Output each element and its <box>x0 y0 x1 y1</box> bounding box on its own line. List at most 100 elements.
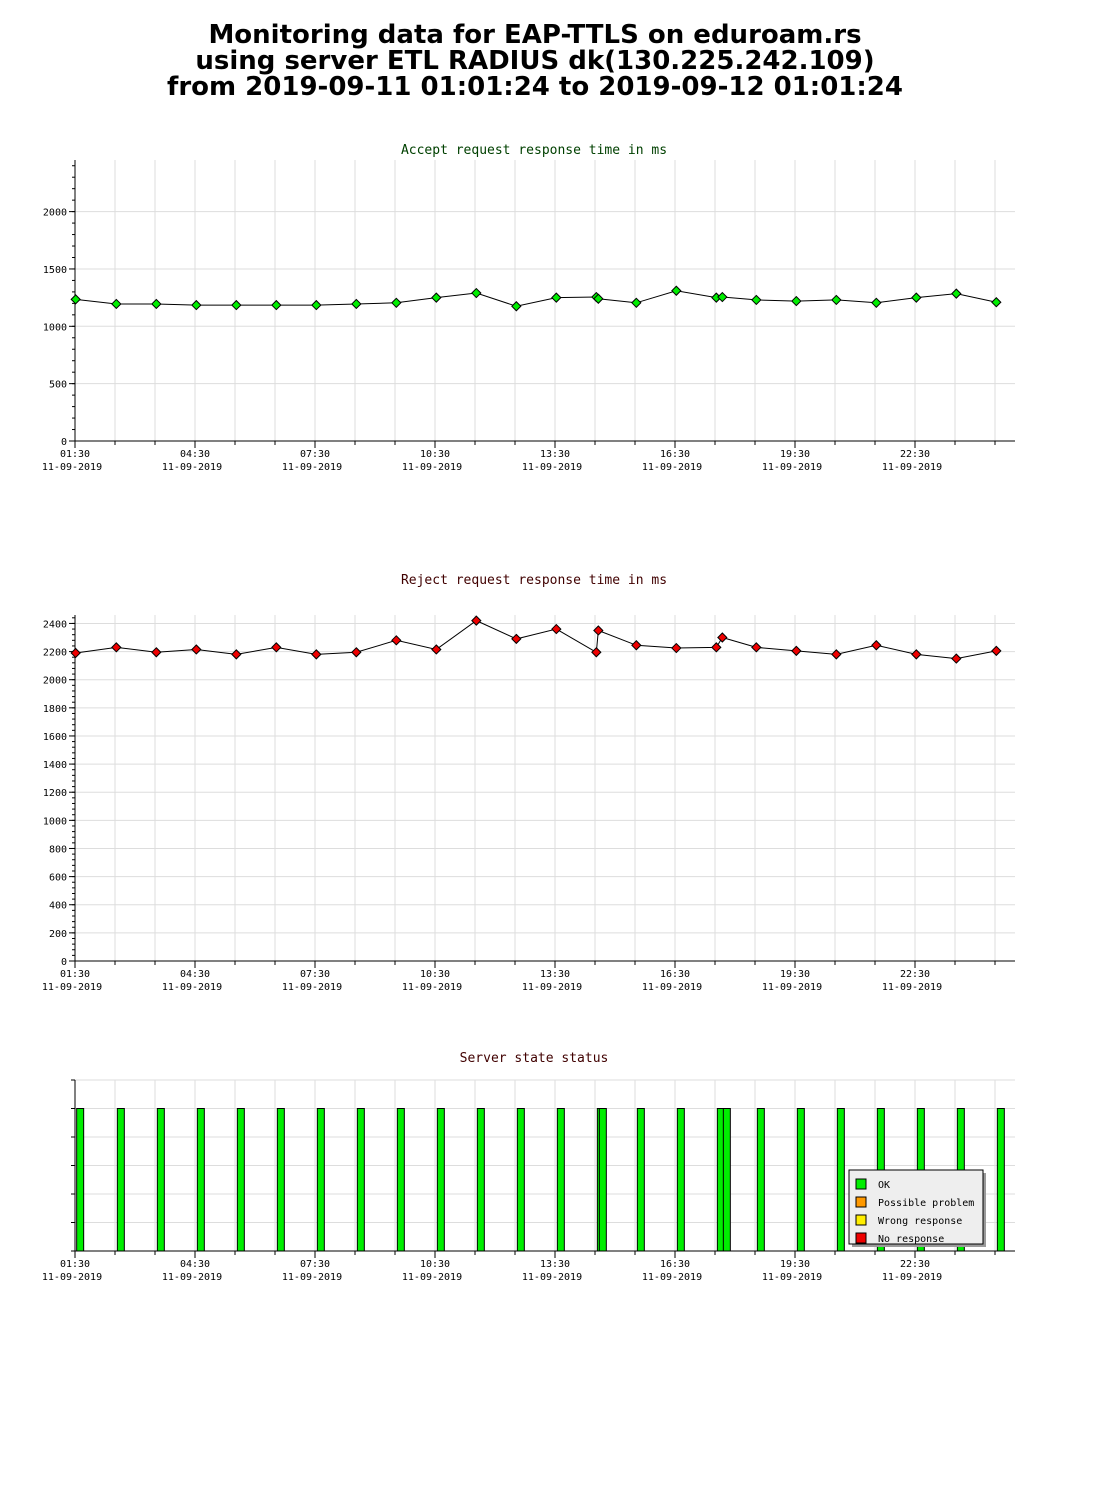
data-point-marker <box>551 623 562 635</box>
status-bar <box>996 1108 1005 1252</box>
data-point-marker <box>431 644 442 655</box>
status-bar <box>836 1108 845 1252</box>
y-tick-label: 1800 <box>43 704 67 715</box>
x-tick-label-date: 11-09-2019 <box>42 1272 102 1283</box>
data-point-marker <box>111 298 122 310</box>
x-tick-label-date: 11-09-2019 <box>882 462 942 473</box>
y-tick-label: 2400 <box>43 619 67 630</box>
x-tick-label-time: 13:30 <box>540 1259 570 1270</box>
legend-label: Possible problem <box>878 1198 974 1209</box>
x-tick-label-date: 11-09-2019 <box>882 1272 942 1283</box>
y-tick-label: 800 <box>49 844 67 855</box>
status-bar <box>516 1108 525 1252</box>
y-tick-label: 200 <box>49 929 67 940</box>
legend-label: Wrong response <box>878 1216 962 1227</box>
status-bar <box>436 1108 445 1252</box>
data-point-marker <box>151 298 162 310</box>
data-point-marker <box>231 649 242 660</box>
data-point-marker <box>351 298 362 310</box>
x-tick-label-date: 11-09-2019 <box>522 982 582 993</box>
x-tick-label-date: 11-09-2019 <box>42 462 102 473</box>
status-bar <box>396 1108 405 1252</box>
status-bar <box>722 1108 731 1252</box>
data-point-marker <box>831 649 842 660</box>
y-tick-label: 2000 <box>43 676 67 687</box>
data-point-marker <box>351 647 362 658</box>
data-point-marker <box>471 615 482 626</box>
status-bar <box>676 1108 685 1252</box>
x-tick-label-time: 07:30 <box>300 969 330 980</box>
x-tick-label-date: 11-09-2019 <box>762 1272 822 1283</box>
y-tick-label: 2000 <box>43 208 67 219</box>
status-bar <box>276 1108 285 1252</box>
legend-label: OK <box>878 1180 890 1191</box>
server-status-chart: Server state status 01:30 11-09-2019 04:30… <box>42 1051 1015 1283</box>
data-point-marker <box>431 292 442 303</box>
y-tick-label: 0 <box>61 437 67 448</box>
x-tick-label-time: 01:30 <box>60 969 90 980</box>
x-tick-label-time: 19:30 <box>780 449 810 460</box>
data-point-marker <box>991 645 1002 657</box>
data-point-marker <box>751 294 762 306</box>
data-point-marker <box>231 299 242 311</box>
y-tick-label: 1000 <box>43 322 67 333</box>
page-title-line-2: using server ETL RADIUS dk(130.225.242.1… <box>195 46 875 76</box>
x-tick-label-time: 01:30 <box>60 449 90 460</box>
x-tick-label-date: 11-09-2019 <box>282 1272 342 1283</box>
y-tick-label: 1400 <box>43 760 67 771</box>
data-point-marker <box>271 642 282 653</box>
page-title: Monitoring data for EAP-TTLS on eduroam.… <box>0 22 1070 100</box>
status-bar <box>756 1108 765 1252</box>
data-point-marker <box>191 299 202 311</box>
x-tick-label-date: 11-09-2019 <box>522 462 582 473</box>
chart-title: Reject request response time in ms <box>401 573 667 588</box>
status-bar <box>796 1108 805 1252</box>
x-tick-label-time: 22:30 <box>900 969 930 980</box>
x-tick-label-time: 22:30 <box>900 1259 930 1270</box>
data-point-marker <box>717 291 728 303</box>
status-bar <box>316 1108 325 1252</box>
data-point-marker <box>951 653 962 664</box>
data-point-marker <box>831 294 842 306</box>
x-tick-label-date: 11-09-2019 <box>882 982 942 993</box>
y-tick-label: 600 <box>49 873 67 884</box>
data-point-marker <box>671 285 682 296</box>
x-tick-label-date: 11-09-2019 <box>642 462 702 473</box>
x-tick-label-date: 11-09-2019 <box>642 982 702 993</box>
x-tick-label-date: 11-09-2019 <box>282 462 342 473</box>
legend-label: No response <box>878 1234 944 1245</box>
data-point-marker <box>631 640 642 651</box>
y-tick-label: 400 <box>49 901 67 912</box>
series-line <box>75 290 997 307</box>
x-tick-label-time: 13:30 <box>540 969 570 980</box>
legend-swatch <box>855 1196 867 1208</box>
data-point-marker <box>751 642 762 653</box>
x-tick-label-date: 11-09-2019 <box>282 982 342 993</box>
y-tick-label: 2200 <box>43 648 67 659</box>
data-point-marker <box>911 649 922 660</box>
x-tick-label-date: 11-09-2019 <box>42 982 102 993</box>
status-bar <box>236 1108 245 1252</box>
data-point-marker <box>70 294 81 305</box>
legend-swatch <box>855 1232 867 1244</box>
x-tick-label-time: 10:30 <box>420 969 450 980</box>
y-tick-label: 1000 <box>43 816 67 827</box>
data-point-marker <box>593 293 604 304</box>
data-point-marker <box>671 642 682 654</box>
x-tick-label-date: 11-09-2019 <box>762 462 822 473</box>
page-title-line-1: Monitoring data for EAP-TTLS on eduroam.… <box>208 20 862 50</box>
data-point-marker <box>593 625 604 636</box>
data-point-marker <box>791 645 802 657</box>
status-bar <box>156 1108 165 1252</box>
y-tick-label: 0 <box>61 957 67 968</box>
x-tick-label-date: 11-09-2019 <box>762 982 822 993</box>
reject-response-time-chart: Reject request response time in ms 0 200 4… <box>42 573 1015 993</box>
x-tick-label-time: 10:30 <box>420 449 450 460</box>
data-point-marker <box>551 292 562 303</box>
data-point-marker <box>271 299 282 311</box>
legend-swatch <box>855 1178 867 1190</box>
data-point-marker <box>391 635 402 646</box>
status-bar <box>116 1108 125 1252</box>
data-point-marker <box>391 297 402 309</box>
status-bar <box>598 1108 607 1252</box>
